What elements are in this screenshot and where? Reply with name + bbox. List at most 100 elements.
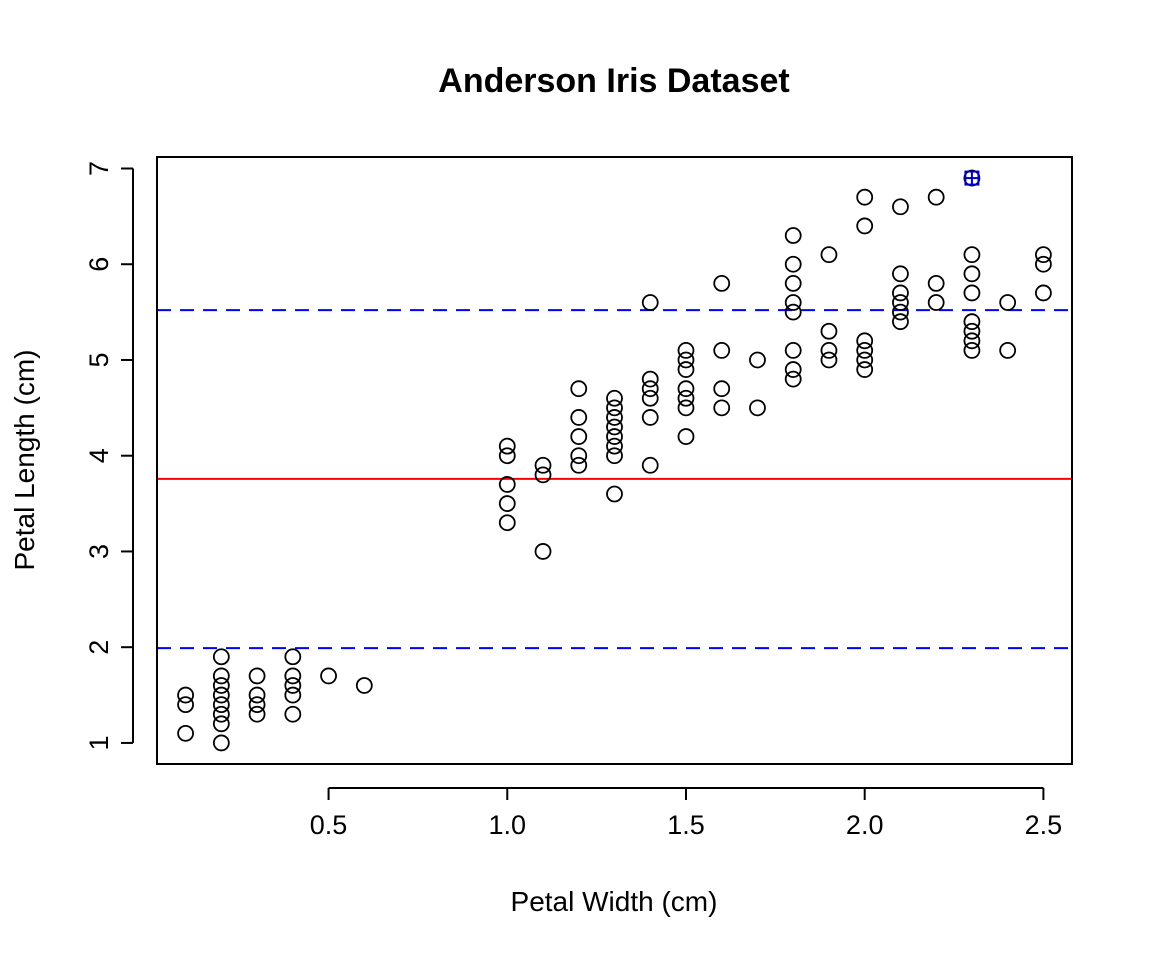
data-point xyxy=(212,648,230,666)
data-point xyxy=(713,399,731,417)
data-point xyxy=(856,351,874,369)
data-point xyxy=(606,447,623,465)
y-tick-label: 2 xyxy=(84,640,114,655)
data-point xyxy=(284,705,302,723)
data-point xyxy=(248,686,266,704)
data-point xyxy=(641,389,659,407)
data-point xyxy=(641,380,659,398)
data-point xyxy=(498,437,516,455)
data-point xyxy=(677,341,695,359)
data-point xyxy=(284,677,302,694)
data-point xyxy=(177,696,194,714)
x-axis-label: Petal Width (cm) xyxy=(511,886,718,917)
data-point xyxy=(570,428,588,445)
data-point xyxy=(963,284,981,302)
data-point xyxy=(641,456,659,474)
y-axis-label: Petal Length (cm) xyxy=(9,350,40,571)
data-point xyxy=(570,409,588,426)
data-point xyxy=(963,265,981,283)
data-point xyxy=(856,332,874,350)
x-tick-label: 0.5 xyxy=(310,810,348,840)
data-point xyxy=(784,294,802,311)
data-point xyxy=(784,341,802,359)
data-point xyxy=(963,332,981,350)
data-point xyxy=(892,284,909,302)
x-tick-label: 1.0 xyxy=(489,810,527,840)
data-point xyxy=(784,274,802,292)
data-point xyxy=(355,677,373,694)
data-point xyxy=(212,686,230,704)
data-point xyxy=(999,294,1017,311)
data-point xyxy=(248,667,266,685)
data-point xyxy=(820,351,838,369)
data-point xyxy=(713,341,731,359)
data-point xyxy=(892,313,909,331)
data-point xyxy=(927,188,945,206)
data-point xyxy=(212,677,230,694)
x-tick-label: 1.5 xyxy=(667,810,705,840)
data-point xyxy=(212,715,230,733)
data-point xyxy=(713,380,731,398)
data-point xyxy=(606,485,623,503)
data-point xyxy=(641,294,659,311)
data-point xyxy=(284,686,302,704)
data-point xyxy=(641,370,659,388)
data-point xyxy=(248,705,266,723)
data-point xyxy=(570,380,588,398)
data-point xyxy=(677,351,695,369)
y-tick-label: 6 xyxy=(84,257,114,272)
data-point xyxy=(892,303,909,321)
data-point xyxy=(784,227,802,244)
data-point xyxy=(1035,255,1052,273)
data-point xyxy=(177,724,194,742)
data-point xyxy=(892,198,909,216)
data-point xyxy=(963,313,981,331)
x-axis: 0.5 1.0 1.5 2.0 2.5 xyxy=(310,787,1062,840)
data-point xyxy=(177,686,194,704)
data-point xyxy=(927,294,945,311)
y-tick-label: 3 xyxy=(84,544,114,559)
data-point xyxy=(820,341,838,359)
data-point xyxy=(320,667,337,685)
data-point xyxy=(212,705,230,723)
data-point xyxy=(713,274,731,292)
data-point xyxy=(606,437,623,455)
data-point xyxy=(606,418,623,436)
data-point xyxy=(677,380,695,398)
data-point xyxy=(534,543,552,560)
data-point xyxy=(963,322,981,340)
data-point xyxy=(606,428,623,445)
x-tick-label: 2.0 xyxy=(846,810,884,840)
data-point xyxy=(284,667,302,685)
reference-lines xyxy=(157,309,1072,650)
data-point xyxy=(784,370,802,388)
data-point xyxy=(963,341,981,359)
data-point xyxy=(892,265,909,283)
data-point xyxy=(1035,246,1052,264)
data-point xyxy=(856,361,874,378)
data-point xyxy=(606,409,623,426)
data-point xyxy=(677,361,695,378)
data-point xyxy=(677,428,695,445)
data-point xyxy=(677,389,695,407)
data-point xyxy=(856,217,874,235)
data-point xyxy=(606,399,623,417)
data-point xyxy=(856,341,874,359)
data-point xyxy=(498,476,516,493)
data-point xyxy=(570,447,588,465)
chart-title: Anderson Iris Dataset xyxy=(438,62,789,100)
data-point xyxy=(570,456,588,474)
y-tick-label: 7 xyxy=(84,161,114,176)
data-point xyxy=(212,734,230,752)
data-point xyxy=(498,514,516,532)
y-axis: 1 2 3 4 5 6 7 xyxy=(84,161,134,750)
highlighted-point xyxy=(964,170,980,186)
data-point xyxy=(1035,284,1052,302)
data-point xyxy=(641,409,659,426)
plot-frame xyxy=(156,156,1073,765)
data-point xyxy=(784,255,802,273)
data-point xyxy=(677,399,695,417)
data-point xyxy=(248,696,266,714)
y-tick-label: 4 xyxy=(84,448,114,463)
